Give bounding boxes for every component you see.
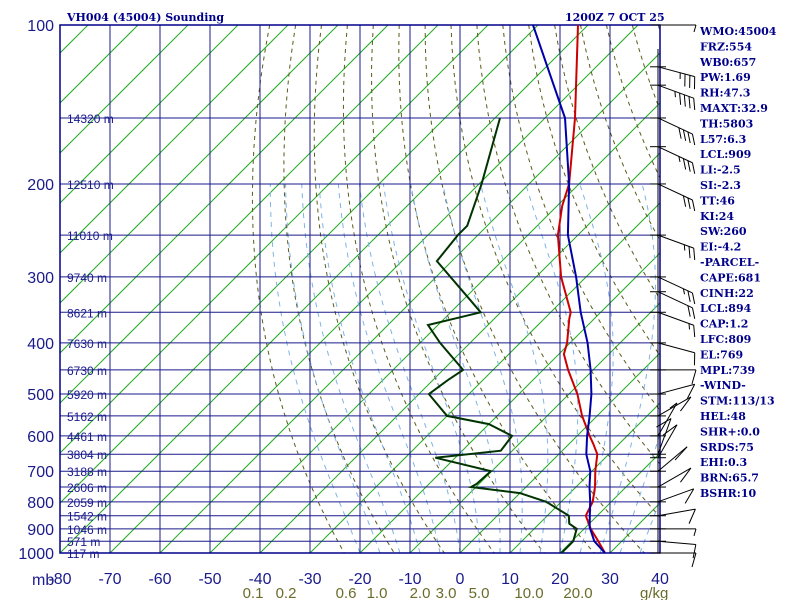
index-value: TT:46 bbox=[700, 194, 735, 207]
index-value: MAXT:32.9 bbox=[700, 102, 768, 115]
height-label: 6730 m bbox=[67, 364, 107, 378]
height-label: 7630 m bbox=[67, 337, 107, 351]
mixing-ratio-label: 1.0 bbox=[367, 585, 388, 600]
index-value: CAP:1.2 bbox=[700, 318, 748, 331]
index-value: WB0:657 bbox=[699, 56, 756, 69]
height-label: 3804 m bbox=[67, 448, 107, 462]
pressure-tick-label: 500 bbox=[27, 387, 54, 404]
index-value: LI:-2.5 bbox=[700, 164, 741, 177]
index-value: HEL:48 bbox=[700, 410, 746, 423]
mixing-ratio-label: 20.0 bbox=[563, 585, 592, 600]
height-label: 3188 m bbox=[67, 465, 107, 479]
index-value: LCL:909 bbox=[700, 148, 751, 161]
index-value: PW:1.69 bbox=[700, 71, 751, 84]
index-value: LCL:894 bbox=[700, 302, 752, 315]
index-value: EHI:0.3 bbox=[700, 456, 747, 469]
mixing-ratio-label: 3.0 bbox=[436, 585, 457, 600]
index-value: SI:-2.3 bbox=[700, 179, 741, 192]
chart-timestamp: 1200Z 7 OCT 25 bbox=[565, 11, 665, 24]
index-value: -PARCEL- bbox=[700, 256, 759, 269]
mixing-ratio-label: 0.6 bbox=[336, 585, 357, 600]
height-label: 8621 m bbox=[67, 306, 107, 320]
temperature-tick-label: -70 bbox=[98, 571, 121, 588]
index-value: SRDS:75 bbox=[700, 441, 754, 454]
pressure-tick-label: 900 bbox=[27, 522, 54, 539]
mixing-ratio-label: 5.0 bbox=[469, 585, 490, 600]
index-value: SW:260 bbox=[700, 225, 747, 238]
index-value: -WIND- bbox=[700, 379, 746, 392]
pressure-tick-label: 600 bbox=[27, 429, 54, 446]
index-value: L57:6.3 bbox=[700, 133, 746, 146]
temperature-tick-label: 30 bbox=[601, 571, 619, 588]
temperature-tick-label: -80 bbox=[48, 571, 71, 588]
index-value: CINH:22 bbox=[700, 287, 754, 300]
index-value: KI:24 bbox=[700, 210, 734, 223]
index-value: TH:5803 bbox=[700, 117, 753, 130]
chart-title: VH004 (45004) Sounding bbox=[66, 11, 224, 24]
height-label: 2059 m bbox=[67, 496, 107, 510]
height-label: 9740 m bbox=[67, 271, 107, 285]
temperature-tick-label: -30 bbox=[298, 571, 321, 588]
height-label: 4461 m bbox=[67, 430, 107, 444]
pressure-tick-label: 100 bbox=[27, 18, 54, 35]
index-value: EI:-4.2 bbox=[700, 241, 741, 254]
index-value: SHR+:0.0 bbox=[700, 425, 760, 438]
index-value: MPL:739 bbox=[700, 364, 755, 377]
temperature-tick-label: -50 bbox=[198, 571, 221, 588]
pressure-tick-label: 300 bbox=[27, 270, 54, 287]
index-value: CAPE:681 bbox=[700, 271, 761, 284]
height-label: 1542 m bbox=[67, 510, 107, 524]
pressure-tick-label: 400 bbox=[27, 336, 54, 353]
mixing-ratio-label: 2.0 bbox=[410, 585, 431, 600]
pressure-tick-label: 1000 bbox=[18, 546, 54, 563]
height-label: 5162 m bbox=[67, 410, 107, 424]
index-value: LFC:809 bbox=[700, 333, 751, 346]
height-label: 11010 m bbox=[67, 229, 113, 243]
temperature-tick-label: 0 bbox=[456, 571, 465, 588]
index-value: WMO:45004 bbox=[699, 25, 777, 38]
index-value: BSHR:10 bbox=[700, 487, 756, 500]
mixing-ratio-label: 0.2 bbox=[276, 585, 297, 600]
height-label: 12510 m bbox=[67, 178, 114, 192]
pressure-tick-label: 700 bbox=[27, 464, 54, 481]
temperature-tick-label: -60 bbox=[148, 571, 171, 588]
index-value: FRZ:554 bbox=[700, 40, 752, 53]
mixing-ratio-label: 0.1 bbox=[243, 585, 264, 600]
pressure-tick-label: 800 bbox=[27, 495, 54, 512]
height-label: 117 m bbox=[67, 547, 99, 561]
height-label: 14320 m bbox=[67, 112, 114, 126]
index-value: EL:769 bbox=[700, 348, 743, 361]
mixing-ratio-unit: g/kg bbox=[640, 585, 668, 600]
index-value: STM:113/13 bbox=[700, 395, 775, 408]
mixing-ratio-label: 10.0 bbox=[514, 585, 543, 600]
pressure-tick-label: 200 bbox=[27, 177, 54, 194]
index-value: RH:47.3 bbox=[700, 87, 750, 100]
height-label: 5920 m bbox=[67, 388, 107, 402]
height-label: 2606 m bbox=[67, 481, 107, 495]
index-value: BRN:65.7 bbox=[700, 472, 759, 485]
